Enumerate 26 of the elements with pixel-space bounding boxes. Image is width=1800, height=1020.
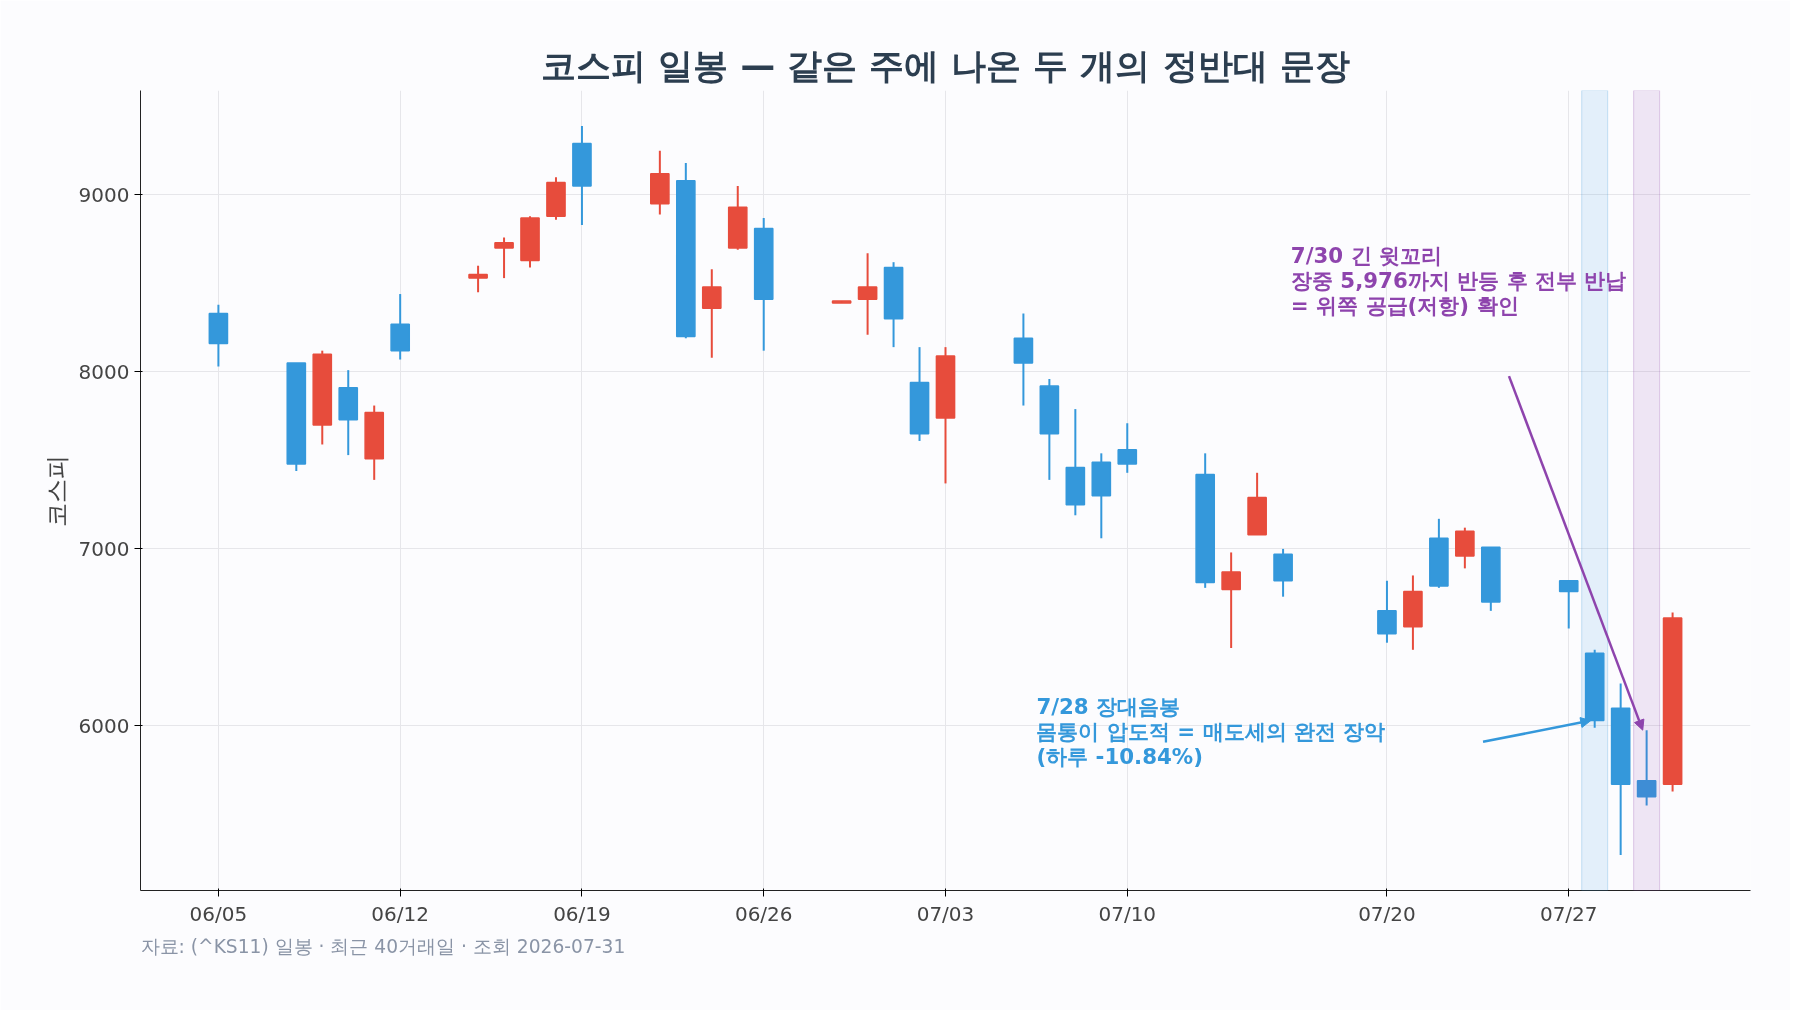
y-tick-label: 8000 xyxy=(78,359,130,384)
y-tick-label: 6000 xyxy=(78,713,130,738)
candlestick xyxy=(1377,579,1397,644)
y-tick-label: 7000 xyxy=(78,536,130,561)
candlestick xyxy=(494,236,514,280)
candlestick xyxy=(1558,579,1579,630)
y-tick-label: 9000 xyxy=(78,182,130,207)
candlestick xyxy=(468,264,488,294)
candlestick xyxy=(857,252,878,336)
annotation: 7/28 장대음봉 몸통이 압도적 = 매도세의 완전 장악 (하루 -10.84%) xyxy=(1036,694,1386,770)
y-axis-title: 코스피 xyxy=(42,454,71,527)
candlestick xyxy=(1636,729,1657,807)
candlestick xyxy=(701,268,722,359)
chart-title: 코스피 일봉 — 같은 주에 나온 두 개의 정반대 문장 xyxy=(541,45,1350,86)
x-tick-label: 06/05 xyxy=(189,901,248,926)
x-tick-label: 07/20 xyxy=(1358,901,1416,926)
x-tick-label: 06/12 xyxy=(371,901,429,926)
x-tick-label: 07/10 xyxy=(1098,901,1157,926)
candlestick xyxy=(1221,551,1241,650)
x-tick-label: 07/03 xyxy=(916,901,975,926)
x-tick-label: 06/26 xyxy=(734,901,793,926)
annotation: 7/30 긴 윗꼬리 장중 5,976까지 반등 후 전부 반납 = 위쪽 공급(저항) 확인 xyxy=(1290,243,1627,319)
candlestick xyxy=(1117,422,1138,474)
x-tick-label: 06/19 xyxy=(553,901,611,926)
text: 자료: (^KS11) 일봉 · 최근 40거래일 · 조회 2026-07-31 xyxy=(140,935,626,957)
x-tick-label: 07/27 xyxy=(1539,901,1598,926)
